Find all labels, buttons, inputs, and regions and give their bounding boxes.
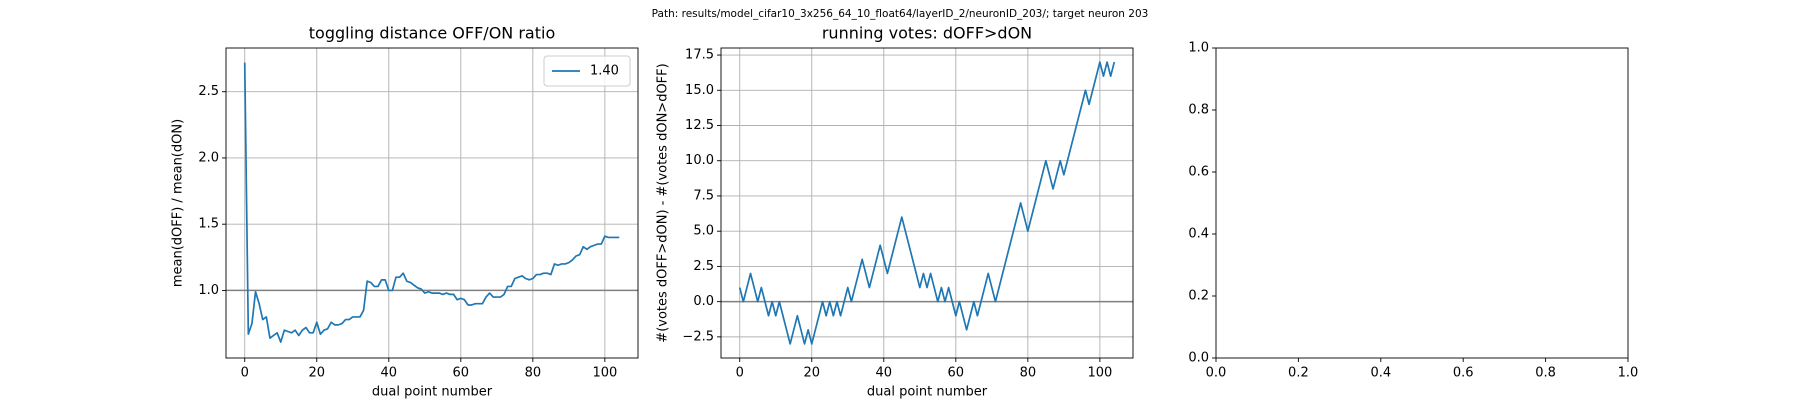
data-line (243, 62, 620, 343)
x-tick-label: 40 (876, 366, 893, 381)
y-tick-label: 2.0 (198, 150, 219, 165)
x-tick-label: 1.0 (1618, 366, 1639, 381)
x-tick-label: 60 (948, 366, 965, 381)
plot-area (1216, 48, 1628, 358)
y-tick-label: 0.0 (693, 294, 714, 309)
y-tick-label: 0.6 (1188, 165, 1209, 180)
y-tick-label: 0.4 (1188, 227, 1209, 242)
y-tick-label: 1.5 (198, 217, 219, 232)
y-tick-label: 1.0 (1188, 41, 1209, 56)
axes-frame (1215, 47, 1629, 359)
legend-label: 1.40 (590, 64, 619, 79)
axes-title: toggling distance OFF/ON ratio (309, 24, 555, 43)
y-tick-label: 0.8 (1188, 103, 1209, 118)
x-tick-label: 0.6 (1453, 366, 1474, 381)
x-tick-label: 20 (803, 366, 820, 381)
suptitle: Path: results/model_cifar10_3x256_64_10_… (652, 8, 1149, 20)
plot-area (226, 48, 638, 358)
x-tick-label: 100 (1087, 366, 1112, 381)
y-tick-label: 5.0 (693, 224, 714, 239)
legend-box (543, 55, 631, 87)
x-tick-label: 0 (736, 366, 744, 381)
x-tick-label: 20 (308, 366, 325, 381)
x-tick-label: 0.2 (1288, 366, 1309, 381)
x-axis-label: dual point number (867, 385, 988, 400)
y-tick-label: 2.5 (693, 259, 714, 274)
x-tick-label: 100 (592, 366, 617, 381)
x-tick-label: 60 (453, 366, 470, 381)
x-axis-label: dual point number (372, 385, 493, 400)
plot-area (721, 48, 1133, 358)
data-line (738, 61, 1116, 345)
y-tick-label: −2.5 (682, 329, 714, 344)
x-tick-label: 0.0 (1206, 366, 1227, 381)
y-tick-label: 0.0 (1188, 351, 1209, 366)
x-tick-label: 0.4 (1370, 366, 1391, 381)
axes-frame (720, 47, 1134, 359)
x-tick-label: 0 (241, 366, 249, 381)
axes-title: running votes: dOFF>dON (822, 24, 1032, 43)
y-tick-label: 1.0 (198, 283, 219, 298)
y-tick-label: 17.5 (685, 48, 714, 63)
y-tick-label: 2.5 (198, 84, 219, 99)
y-tick-label: 15.0 (685, 83, 714, 98)
y-axis-label: mean(dOFF) / mean(dON) (171, 119, 186, 287)
y-tick-label: 10.0 (685, 153, 714, 168)
y-axis-label: #(votes dOFF>dON) - #(votes dON>dOFF) (656, 63, 671, 342)
y-tick-label: 0.2 (1188, 289, 1209, 304)
y-tick-label: 7.5 (693, 188, 714, 203)
y-tick-label: 12.5 (685, 118, 714, 133)
x-tick-label: 80 (1020, 366, 1037, 381)
axes-frame (225, 47, 639, 359)
x-tick-label: 40 (381, 366, 398, 381)
x-tick-label: 80 (525, 366, 542, 381)
x-tick-label: 0.8 (1535, 366, 1556, 381)
